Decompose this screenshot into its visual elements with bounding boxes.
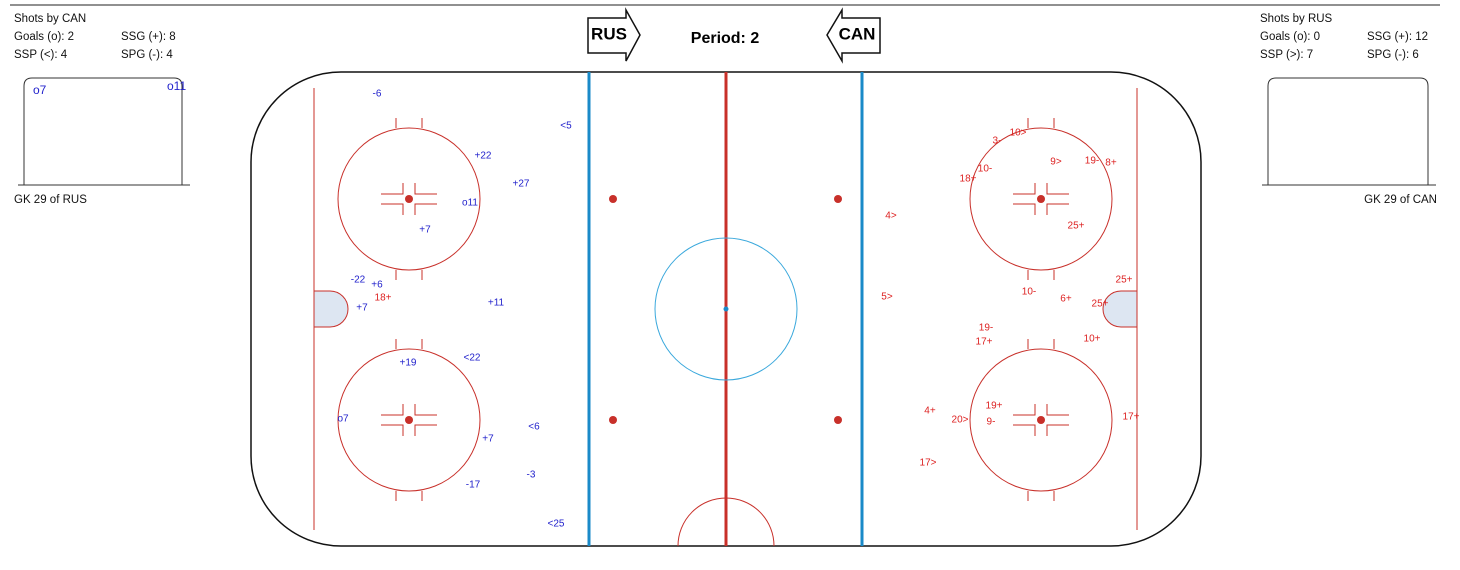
shot: 19+ [986, 401, 1003, 412]
arrow-label: CAN [839, 24, 876, 43]
left-zone-shots: -6 <5 +22 +27 o11 +7 -22 +6 +7 18+ +11 +… [337, 89, 572, 530]
shot: +11 [488, 298, 505, 309]
shot: 10- [978, 164, 992, 175]
shot: +7 [356, 303, 368, 314]
shot: +7 [419, 225, 431, 236]
shot: 10+ [1084, 334, 1101, 345]
period: Period: 2 [691, 30, 760, 47]
shot: +19 [400, 358, 417, 369]
right-panel: Shots by RUS Goals (o): 0 SSG (+): 12 SS… [1260, 13, 1437, 206]
goalkeeper: GK 29 of RUS [14, 194, 87, 206]
shot: o7 [337, 414, 349, 425]
shot: 8+ [1105, 158, 1117, 169]
shot: 17+ [976, 337, 993, 348]
stat: SSP (>): 7 [1260, 49, 1313, 61]
stat: SSG (+): 8 [121, 31, 176, 43]
direction-arrow [826, 7, 881, 64]
shot: <25 [548, 519, 565, 530]
stat: SPG (-): 4 [121, 49, 173, 61]
shot: 18+ [375, 293, 392, 304]
shot: 19- [1085, 156, 1099, 167]
shot: +22 [475, 151, 492, 162]
shot: 20> [952, 415, 969, 426]
goalkeeper: GK 29 of CAN [1364, 194, 1437, 206]
shot: 25+ [1092, 299, 1109, 310]
shot: 9- [987, 417, 996, 428]
shot: <5 [560, 121, 572, 132]
goal-frame [23, 77, 183, 185]
stat: SSG (+): 12 [1367, 31, 1428, 43]
shot: +7 [482, 434, 494, 445]
shot: 25+ [1068, 221, 1085, 232]
shot: 10> [1010, 128, 1027, 139]
shot: +27 [513, 179, 530, 190]
shot: 6+ [1060, 294, 1072, 305]
stat: Goals (o): 0 [1260, 31, 1320, 43]
shot: 18+ [960, 174, 977, 185]
shot: o11 [462, 198, 478, 209]
shot: 17> [920, 458, 937, 469]
goal-mark: o11 [167, 79, 186, 93]
shot: 4> [885, 211, 897, 222]
rink [250, 71, 1202, 547]
shot: -22 [351, 275, 366, 286]
shot: 17+ [1123, 412, 1140, 423]
shot: <6 [528, 422, 540, 433]
arrow-label: RUS [591, 24, 627, 43]
left-panel: Shots by CAN Goals (o): 2 SSG (+): 8 SSP… [14, 13, 176, 206]
shot: +6 [371, 280, 383, 291]
shot: 5> [881, 292, 893, 303]
shot: 19- [979, 323, 993, 334]
goal-frame [1267, 77, 1429, 185]
shot: 4+ [924, 406, 936, 417]
stat: SSP (<): 4 [14, 49, 68, 61]
shot: -3 [527, 470, 536, 481]
panel-title: Shots by RUS [1260, 13, 1333, 25]
right-zone-shots: 10> 3- 9> 19- 8+ 10- 18+ 4> 25+ 25+ 5> 1… [881, 128, 1139, 469]
shot: -17 [466, 480, 481, 491]
stat: Goals (o): 2 [14, 31, 74, 43]
shot: 9> [1050, 157, 1062, 168]
goal-mark: o7 [33, 83, 47, 97]
shot: <22 [464, 353, 481, 364]
panel-title: Shots by CAN [14, 13, 86, 25]
shot: 25+ [1116, 275, 1133, 286]
shot: -6 [373, 89, 382, 100]
shot: 10- [1022, 287, 1036, 298]
direction-arrow [587, 7, 641, 62]
stat: SPG (-): 6 [1367, 49, 1419, 61]
shot: 3- [993, 136, 1002, 147]
